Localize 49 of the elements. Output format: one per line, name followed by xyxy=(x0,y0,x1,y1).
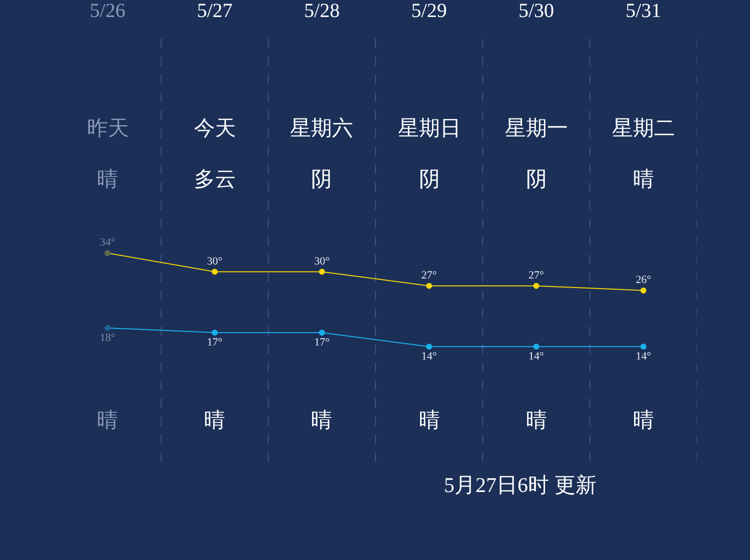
point xyxy=(533,344,540,350)
text: 星期日 xyxy=(398,116,461,140)
data-label: 17° xyxy=(314,336,330,349)
text: 阴 xyxy=(311,167,332,191)
text: 星期六 xyxy=(290,116,353,140)
data-label: 14° xyxy=(636,350,652,363)
point xyxy=(104,324,111,331)
text: 星期一 xyxy=(505,116,568,140)
data-label: 27° xyxy=(528,269,544,282)
text: 多云 xyxy=(194,167,236,191)
data-label: 34° xyxy=(100,236,116,249)
text: 阴 xyxy=(526,167,547,191)
text: 晴 xyxy=(97,408,118,432)
text: 晴 xyxy=(633,408,654,432)
text: 晴 xyxy=(633,167,654,191)
point xyxy=(212,330,218,336)
data-label: 26° xyxy=(636,274,652,286)
text: 晴 xyxy=(311,408,332,432)
point xyxy=(640,288,646,294)
data-label: 14° xyxy=(421,350,437,363)
point xyxy=(426,344,432,350)
text: 星期二 xyxy=(612,116,675,140)
text: 今天 xyxy=(194,116,236,140)
data-label: 14° xyxy=(528,350,544,363)
text: 昨天 xyxy=(87,116,129,140)
data-label: 17° xyxy=(207,336,222,349)
point xyxy=(640,344,646,350)
x-tick-label: 5/28 xyxy=(304,0,340,22)
x-tick-label: 5/29 xyxy=(411,0,447,22)
data-label: 30° xyxy=(314,255,330,268)
data-label: 27° xyxy=(421,269,437,282)
text: 晴 xyxy=(97,167,118,191)
point xyxy=(104,250,111,256)
text: 5月27日6时 更新 xyxy=(444,473,596,497)
data-label: 18° xyxy=(100,332,116,344)
text: 晴 xyxy=(526,408,547,432)
point xyxy=(426,282,432,289)
data-label: 30° xyxy=(207,255,222,268)
text: 晴 xyxy=(204,408,225,432)
x-tick-label: 5/26 xyxy=(90,0,126,22)
x-tick-label: 5/30 xyxy=(518,0,554,22)
point xyxy=(318,268,325,275)
text: 晴 xyxy=(419,408,440,432)
x-tick-label: 5/31 xyxy=(626,0,662,22)
text: 阴 xyxy=(419,167,440,191)
point xyxy=(533,282,540,289)
point xyxy=(212,268,218,275)
point xyxy=(318,330,325,336)
x-tick-label: 5/27 xyxy=(196,0,233,22)
